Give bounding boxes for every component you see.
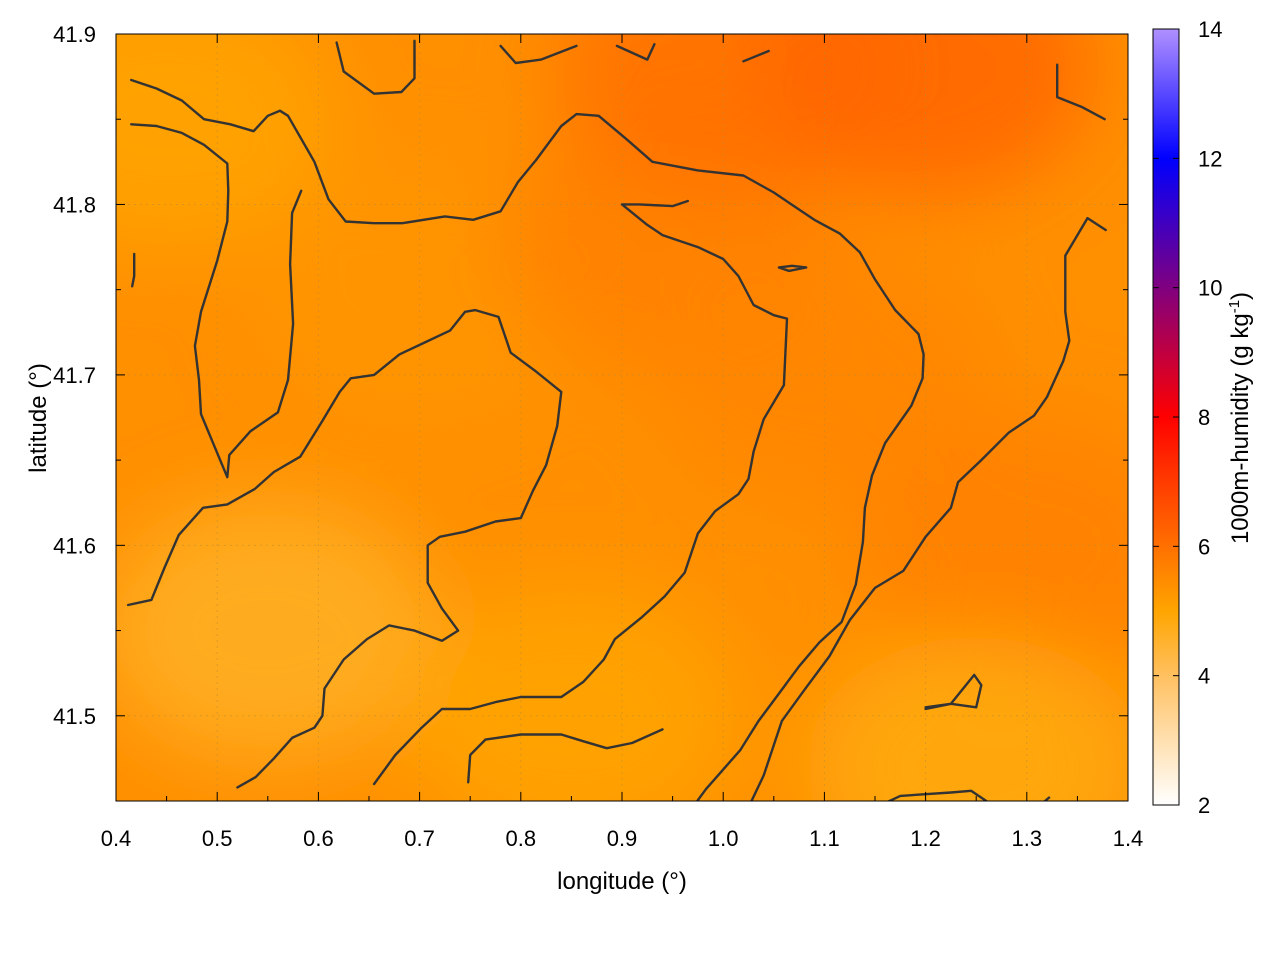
contour-line <box>750 216 1107 801</box>
colorbar-label-superscript: -1 <box>1226 300 1243 313</box>
colorbar-tick-label: 12 <box>1198 146 1222 171</box>
contour-line <box>777 264 808 273</box>
field-sample <box>116 34 337 250</box>
contour-line <box>1056 63 1106 121</box>
plot-area <box>116 34 1128 801</box>
colorbar-tick-label: 14 <box>1198 17 1222 42</box>
colorbar-tick-label: 6 <box>1198 534 1210 559</box>
x-tick-label: 0.6 <box>303 826 334 851</box>
colorbar-tick-label: 4 <box>1198 664 1210 689</box>
colorbar-tick-label: 2 <box>1198 793 1210 818</box>
x-tick-label: 1.3 <box>1012 826 1043 851</box>
contour-line <box>1043 796 1051 801</box>
contour-lines <box>126 39 1107 801</box>
contour-line <box>742 49 770 63</box>
colorbar-ticks: 2 4 6 8 10 12 14 <box>1153 17 1222 818</box>
colorbar-label-main: 1000m-humidity (g kg <box>1227 313 1254 544</box>
y-tick-label: 41.5 <box>53 704 96 729</box>
y-tick-label: 41.6 <box>53 533 96 558</box>
grid-lines <box>116 34 1128 801</box>
y-tick-label: 41.8 <box>53 192 96 217</box>
colorbar-tick-label: 8 <box>1198 405 1210 430</box>
contour-line <box>131 252 136 288</box>
contour-line <box>467 728 664 784</box>
field-sample <box>401 585 742 801</box>
colorbar-label: 1000m-humidity (g kg-1) <box>1226 292 1254 544</box>
contour-line <box>126 308 563 789</box>
colorbar-tick-label: 10 <box>1198 276 1222 301</box>
x-axis-label: longitude (°) <box>557 868 687 895</box>
field-sample <box>755 34 1096 199</box>
x-tick-label: 1.2 <box>910 826 941 851</box>
x-tick-label: 0.8 <box>506 826 537 851</box>
contour-line <box>924 673 983 711</box>
y-tick-label: 41.9 <box>53 22 96 47</box>
x-tick-label: 0.5 <box>202 826 233 851</box>
field-sample <box>116 500 438 761</box>
contour-line <box>372 199 789 786</box>
y-tick-label: 41.7 <box>53 363 96 388</box>
contour-line <box>615 43 656 61</box>
contour-line <box>335 39 416 95</box>
x-tick-label: 0.7 <box>404 826 435 851</box>
y-axis-label: latitude (°) <box>25 363 52 473</box>
x-tick-label: 1.4 <box>1113 826 1144 851</box>
contour-line <box>130 123 303 479</box>
x-axis: 0.4 0.5 0.6 0.7 0.8 0.9 1.0 1.1 1.2 1.3 1.4 <box>101 34 1144 851</box>
x-tick-label: 1.0 <box>708 826 739 851</box>
contour-line <box>499 44 578 65</box>
y-axis: 41.5 41.6 41.7 41.8 41.9 <box>53 22 1128 802</box>
field-sample <box>806 636 1128 801</box>
x-tick-label: 0.4 <box>101 826 132 851</box>
colorbar: 2 4 6 8 10 12 14 1000m-humidity (g kg-1) <box>1152 17 1254 818</box>
x-tick-label: 0.9 <box>607 826 638 851</box>
colorbar-label-end: ) <box>1227 292 1254 300</box>
contour-line <box>130 78 925 801</box>
x-tick-label: 1.1 <box>809 826 840 851</box>
